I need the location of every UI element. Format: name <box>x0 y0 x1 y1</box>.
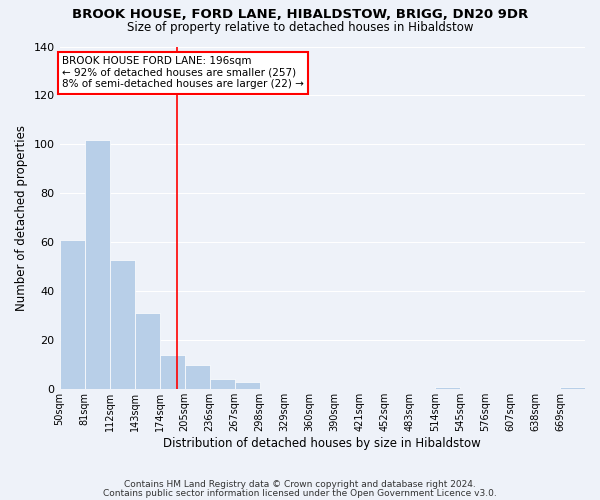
Bar <box>435 387 460 390</box>
Text: Size of property relative to detached houses in Hibaldstow: Size of property relative to detached ho… <box>127 21 473 34</box>
Bar <box>110 260 134 390</box>
Text: Contains HM Land Registry data © Crown copyright and database right 2024.: Contains HM Land Registry data © Crown c… <box>124 480 476 489</box>
Bar <box>59 240 85 390</box>
Bar <box>235 382 260 390</box>
Bar <box>209 380 235 390</box>
Bar <box>160 355 185 390</box>
Bar <box>134 314 160 390</box>
Text: BROOK HOUSE FORD LANE: 196sqm
← 92% of detached houses are smaller (257)
8% of s: BROOK HOUSE FORD LANE: 196sqm ← 92% of d… <box>62 56 304 90</box>
Bar <box>560 387 585 390</box>
Bar <box>85 140 110 390</box>
X-axis label: Distribution of detached houses by size in Hibaldstow: Distribution of detached houses by size … <box>163 437 481 450</box>
Bar <box>185 365 209 390</box>
Text: BROOK HOUSE, FORD LANE, HIBALDSTOW, BRIGG, DN20 9DR: BROOK HOUSE, FORD LANE, HIBALDSTOW, BRIG… <box>72 8 528 20</box>
Text: Contains public sector information licensed under the Open Government Licence v3: Contains public sector information licen… <box>103 489 497 498</box>
Y-axis label: Number of detached properties: Number of detached properties <box>15 125 28 311</box>
